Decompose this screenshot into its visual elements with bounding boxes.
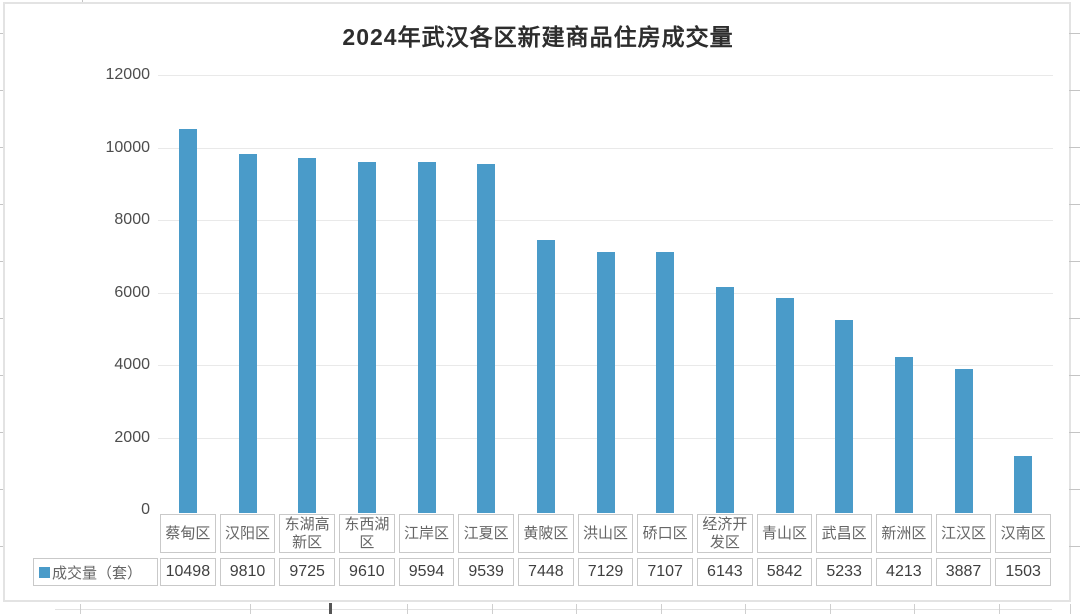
value-cell: 3887 bbox=[935, 558, 992, 586]
y-tick-label: 2000 bbox=[114, 428, 150, 446]
grid-sliver bbox=[1069, 489, 1080, 490]
value-cell: 5842 bbox=[756, 558, 813, 586]
category-label: 东湖高新区 bbox=[279, 514, 335, 553]
grid-sliver bbox=[82, 0, 83, 2]
bar-东西湖区 bbox=[357, 161, 376, 513]
grid-sliver bbox=[1069, 90, 1080, 91]
value-cell: 5233 bbox=[816, 558, 872, 586]
grid-sliver bbox=[661, 604, 662, 614]
category-label: 武昌区 bbox=[816, 514, 872, 553]
category-label: 硚口区 bbox=[637, 514, 693, 553]
grid-sliver bbox=[329, 603, 332, 614]
grid-sliver bbox=[1069, 546, 1080, 547]
grid-sliver bbox=[0, 318, 3, 319]
bar-汉阳区 bbox=[238, 154, 257, 513]
value-cell: 7129 bbox=[577, 558, 634, 586]
value-cell: 1503 bbox=[995, 558, 1051, 586]
grid-sliver bbox=[1069, 33, 1080, 34]
grid-sliver bbox=[0, 489, 3, 490]
grid-sliver bbox=[999, 604, 1000, 614]
grid-sliver bbox=[0, 90, 3, 91]
category-label: 汉阳区 bbox=[219, 514, 276, 553]
category-label: 江夏区 bbox=[458, 514, 514, 553]
category-label: 青山区 bbox=[756, 514, 813, 553]
value-cell: 9594 bbox=[398, 558, 455, 586]
category-label: 东西湖区 bbox=[339, 514, 395, 553]
y-tick-label: 4000 bbox=[114, 356, 150, 373]
grid-sliver bbox=[80, 604, 81, 614]
chart-title: 2024年武汉各区新建商品住房成交量 bbox=[342, 24, 734, 50]
value-cell: 9539 bbox=[458, 558, 514, 586]
bar-青山区 bbox=[775, 298, 794, 513]
bar-蔡甸区 bbox=[178, 129, 197, 513]
legend-series-label: 成交量（套） bbox=[52, 565, 143, 582]
value-cell: 7107 bbox=[637, 558, 693, 586]
grid-sliver bbox=[0, 147, 3, 148]
grid-sliver bbox=[1069, 147, 1080, 148]
gridline bbox=[158, 147, 1053, 149]
grid-sliver bbox=[0, 204, 3, 205]
bar-经济开发区 bbox=[715, 287, 734, 513]
bar-江岸区 bbox=[417, 162, 436, 513]
bar-新洲区 bbox=[894, 357, 913, 513]
grid-sliver bbox=[0, 546, 3, 547]
category-label: 经济开发区 bbox=[697, 514, 753, 553]
grid-sliver bbox=[1069, 432, 1080, 433]
bar-洪山区 bbox=[596, 251, 615, 513]
grid-sliver bbox=[0, 261, 3, 262]
grid-sliver bbox=[914, 604, 915, 614]
row-boundary-line bbox=[55, 609, 1052, 610]
grid-sliver bbox=[830, 604, 831, 614]
grid-sliver bbox=[0, 432, 3, 433]
gridline bbox=[158, 220, 1053, 221]
grid-sliver bbox=[745, 604, 746, 614]
y-tick-label: 8000 bbox=[114, 211, 150, 228]
category-label: 新洲区 bbox=[876, 514, 932, 553]
bar-江夏区 bbox=[477, 164, 496, 513]
value-cell: 9810 bbox=[219, 558, 276, 586]
grid-sliver bbox=[0, 33, 3, 34]
grid-sliver bbox=[1069, 204, 1080, 205]
value-cell: 7448 bbox=[518, 558, 574, 586]
bar-东湖高新区 bbox=[298, 157, 317, 513]
y-tick-label: 0 bbox=[141, 501, 150, 518]
category-label: 江汉区 bbox=[935, 514, 992, 553]
y-tick-label: 6000 bbox=[114, 283, 150, 301]
grid-sliver bbox=[407, 604, 408, 614]
grid-sliver bbox=[1070, 604, 1071, 614]
bar-汉南区 bbox=[1014, 455, 1033, 513]
grid-sliver bbox=[250, 604, 251, 614]
bar-武昌区 bbox=[835, 320, 854, 513]
grid-sliver bbox=[0, 375, 3, 376]
category-label: 江岸区 bbox=[398, 514, 455, 553]
bar-硚口区 bbox=[656, 252, 675, 513]
grid-sliver bbox=[576, 604, 577, 614]
value-cell: 6143 bbox=[697, 558, 753, 586]
category-label: 汉南区 bbox=[995, 514, 1051, 553]
category-label: 黄陂区 bbox=[518, 514, 574, 553]
value-cell: 10498 bbox=[160, 558, 216, 586]
legend-cell: 成交量（套） bbox=[33, 558, 158, 586]
grid-sliver bbox=[1069, 375, 1080, 376]
category-label: 洪山区 bbox=[577, 514, 634, 553]
value-cell: 4213 bbox=[876, 558, 932, 586]
value-cell: 9610 bbox=[339, 558, 395, 586]
bar-江汉区 bbox=[954, 369, 973, 513]
y-tick-label: 12000 bbox=[105, 66, 151, 83]
legend-color-swatch-icon bbox=[39, 566, 50, 578]
grid-sliver bbox=[1069, 318, 1080, 319]
gridline bbox=[158, 75, 1053, 76]
category-label: 蔡甸区 bbox=[160, 514, 216, 553]
bar-黄陂区 bbox=[536, 240, 555, 513]
y-tick-label: 10000 bbox=[105, 138, 151, 156]
value-cell: 9725 bbox=[279, 558, 335, 586]
grid-sliver bbox=[492, 604, 493, 614]
grid-sliver bbox=[1069, 261, 1080, 262]
